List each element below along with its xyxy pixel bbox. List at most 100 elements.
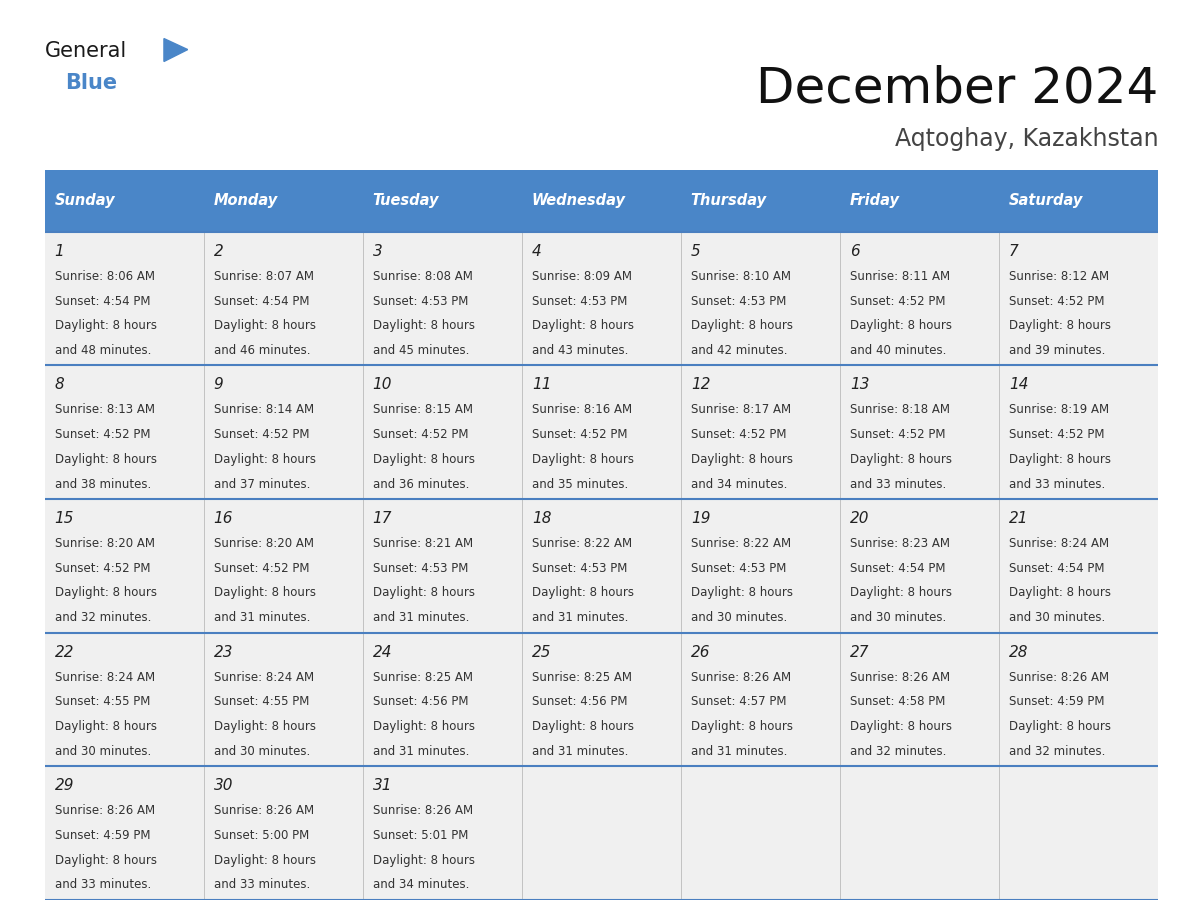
Text: Sunrise: 8:26 AM: Sunrise: 8:26 AM bbox=[1009, 670, 1108, 684]
Text: and 31 minutes.: and 31 minutes. bbox=[532, 611, 628, 624]
Text: Sunrise: 8:11 AM: Sunrise: 8:11 AM bbox=[849, 270, 950, 283]
Text: and 31 minutes.: and 31 minutes. bbox=[214, 611, 310, 624]
Text: Daylight: 8 hours: Daylight: 8 hours bbox=[1009, 720, 1111, 733]
Bar bbox=[523, 499, 681, 633]
Text: Sunset: 4:54 PM: Sunset: 4:54 PM bbox=[214, 295, 309, 308]
Text: Sunset: 4:52 PM: Sunset: 4:52 PM bbox=[849, 295, 946, 308]
Text: Sunrise: 8:19 AM: Sunrise: 8:19 AM bbox=[1009, 404, 1108, 417]
Text: and 46 minutes.: and 46 minutes. bbox=[214, 344, 310, 357]
Text: Daylight: 8 hours: Daylight: 8 hours bbox=[690, 720, 792, 733]
Bar bbox=[840, 499, 999, 633]
Bar bbox=[204, 767, 364, 900]
Text: Daylight: 8 hours: Daylight: 8 hours bbox=[373, 319, 475, 332]
Text: Daylight: 8 hours: Daylight: 8 hours bbox=[373, 720, 475, 733]
Text: Daylight: 8 hours: Daylight: 8 hours bbox=[373, 587, 475, 599]
Text: Tuesday: Tuesday bbox=[373, 194, 440, 208]
Text: Sunset: 4:52 PM: Sunset: 4:52 PM bbox=[214, 428, 309, 442]
Text: Sunset: 4:53 PM: Sunset: 4:53 PM bbox=[373, 562, 468, 575]
Text: Daylight: 8 hours: Daylight: 8 hours bbox=[214, 854, 316, 867]
Text: 29: 29 bbox=[55, 778, 74, 793]
Bar bbox=[364, 365, 523, 499]
Text: Sunrise: 8:21 AM: Sunrise: 8:21 AM bbox=[373, 537, 473, 550]
Text: 8: 8 bbox=[55, 377, 64, 392]
Text: and 37 minutes.: and 37 minutes. bbox=[214, 477, 310, 490]
Text: Daylight: 8 hours: Daylight: 8 hours bbox=[532, 587, 633, 599]
Text: Sunset: 4:58 PM: Sunset: 4:58 PM bbox=[849, 695, 946, 709]
Text: Daylight: 8 hours: Daylight: 8 hours bbox=[690, 587, 792, 599]
Text: Aqtoghay, Kazakhstan: Aqtoghay, Kazakhstan bbox=[895, 127, 1158, 151]
Bar bbox=[840, 232, 999, 365]
Bar bbox=[523, 633, 681, 767]
Bar bbox=[999, 633, 1158, 767]
Text: Sunset: 4:52 PM: Sunset: 4:52 PM bbox=[690, 428, 786, 442]
Bar bbox=[364, 499, 523, 633]
Text: Sunrise: 8:20 AM: Sunrise: 8:20 AM bbox=[55, 537, 154, 550]
Text: General: General bbox=[45, 41, 127, 62]
Bar bbox=[840, 633, 999, 767]
Text: Sunrise: 8:16 AM: Sunrise: 8:16 AM bbox=[532, 404, 632, 417]
Text: Sunrise: 8:09 AM: Sunrise: 8:09 AM bbox=[532, 270, 632, 283]
Bar bbox=[999, 365, 1158, 499]
Text: and 31 minutes.: and 31 minutes. bbox=[532, 744, 628, 757]
Bar bbox=[999, 767, 1158, 900]
Text: Daylight: 8 hours: Daylight: 8 hours bbox=[55, 720, 157, 733]
Bar bbox=[204, 499, 364, 633]
Text: Sunset: 4:52 PM: Sunset: 4:52 PM bbox=[55, 428, 150, 442]
Text: 28: 28 bbox=[1009, 644, 1029, 659]
Text: Sunrise: 8:13 AM: Sunrise: 8:13 AM bbox=[55, 404, 154, 417]
Text: Sunset: 5:01 PM: Sunset: 5:01 PM bbox=[373, 829, 468, 842]
Text: Daylight: 8 hours: Daylight: 8 hours bbox=[532, 720, 633, 733]
Text: Sunset: 4:56 PM: Sunset: 4:56 PM bbox=[532, 695, 627, 709]
Text: 10: 10 bbox=[373, 377, 392, 392]
Text: and 33 minutes.: and 33 minutes. bbox=[849, 477, 946, 490]
Text: 15: 15 bbox=[55, 511, 74, 526]
Bar bbox=[523, 365, 681, 499]
Text: Sunrise: 8:18 AM: Sunrise: 8:18 AM bbox=[849, 404, 949, 417]
Text: 12: 12 bbox=[690, 377, 710, 392]
Text: Daylight: 8 hours: Daylight: 8 hours bbox=[849, 453, 952, 466]
Text: and 34 minutes.: and 34 minutes. bbox=[373, 879, 469, 891]
Text: and 31 minutes.: and 31 minutes. bbox=[373, 611, 469, 624]
Text: 16: 16 bbox=[214, 511, 233, 526]
Text: and 42 minutes.: and 42 minutes. bbox=[690, 344, 788, 357]
Text: Monday: Monday bbox=[214, 194, 278, 208]
Text: Sunrise: 8:26 AM: Sunrise: 8:26 AM bbox=[849, 670, 950, 684]
Text: 7: 7 bbox=[1009, 244, 1018, 259]
Text: and 34 minutes.: and 34 minutes. bbox=[690, 477, 788, 490]
Text: Sunset: 4:53 PM: Sunset: 4:53 PM bbox=[690, 562, 786, 575]
Text: 21: 21 bbox=[1009, 511, 1029, 526]
Text: and 32 minutes.: and 32 minutes. bbox=[55, 611, 151, 624]
Text: 18: 18 bbox=[532, 511, 551, 526]
Text: 3: 3 bbox=[373, 244, 383, 259]
Text: Sunset: 4:52 PM: Sunset: 4:52 PM bbox=[55, 562, 150, 575]
Text: Sunrise: 8:15 AM: Sunrise: 8:15 AM bbox=[373, 404, 473, 417]
Bar bbox=[840, 365, 999, 499]
Text: 31: 31 bbox=[373, 778, 392, 793]
Text: Sunrise: 8:25 AM: Sunrise: 8:25 AM bbox=[532, 670, 632, 684]
Text: Sunrise: 8:26 AM: Sunrise: 8:26 AM bbox=[373, 804, 473, 817]
Bar bbox=[681, 499, 840, 633]
Text: and 48 minutes.: and 48 minutes. bbox=[55, 344, 151, 357]
Bar bbox=[45, 767, 204, 900]
Bar bbox=[840, 767, 999, 900]
Text: Daylight: 8 hours: Daylight: 8 hours bbox=[373, 854, 475, 867]
Text: Daylight: 8 hours: Daylight: 8 hours bbox=[55, 587, 157, 599]
Text: 13: 13 bbox=[849, 377, 870, 392]
Text: 2: 2 bbox=[214, 244, 223, 259]
Text: Daylight: 8 hours: Daylight: 8 hours bbox=[532, 453, 633, 466]
Bar bbox=[45, 170, 204, 232]
Text: Daylight: 8 hours: Daylight: 8 hours bbox=[690, 319, 792, 332]
Bar bbox=[45, 232, 204, 365]
Text: and 40 minutes.: and 40 minutes. bbox=[849, 344, 946, 357]
Bar bbox=[681, 633, 840, 767]
Text: Sunrise: 8:26 AM: Sunrise: 8:26 AM bbox=[690, 670, 791, 684]
Text: Sunrise: 8:07 AM: Sunrise: 8:07 AM bbox=[214, 270, 314, 283]
Text: Sunrise: 8:24 AM: Sunrise: 8:24 AM bbox=[55, 670, 154, 684]
Text: Wednesday: Wednesday bbox=[532, 194, 626, 208]
Text: Sunset: 4:53 PM: Sunset: 4:53 PM bbox=[532, 295, 627, 308]
Text: Sunset: 4:52 PM: Sunset: 4:52 PM bbox=[214, 562, 309, 575]
Text: and 38 minutes.: and 38 minutes. bbox=[55, 477, 151, 490]
Text: and 43 minutes.: and 43 minutes. bbox=[532, 344, 628, 357]
Bar bbox=[45, 633, 204, 767]
Text: Sunrise: 8:26 AM: Sunrise: 8:26 AM bbox=[214, 804, 314, 817]
